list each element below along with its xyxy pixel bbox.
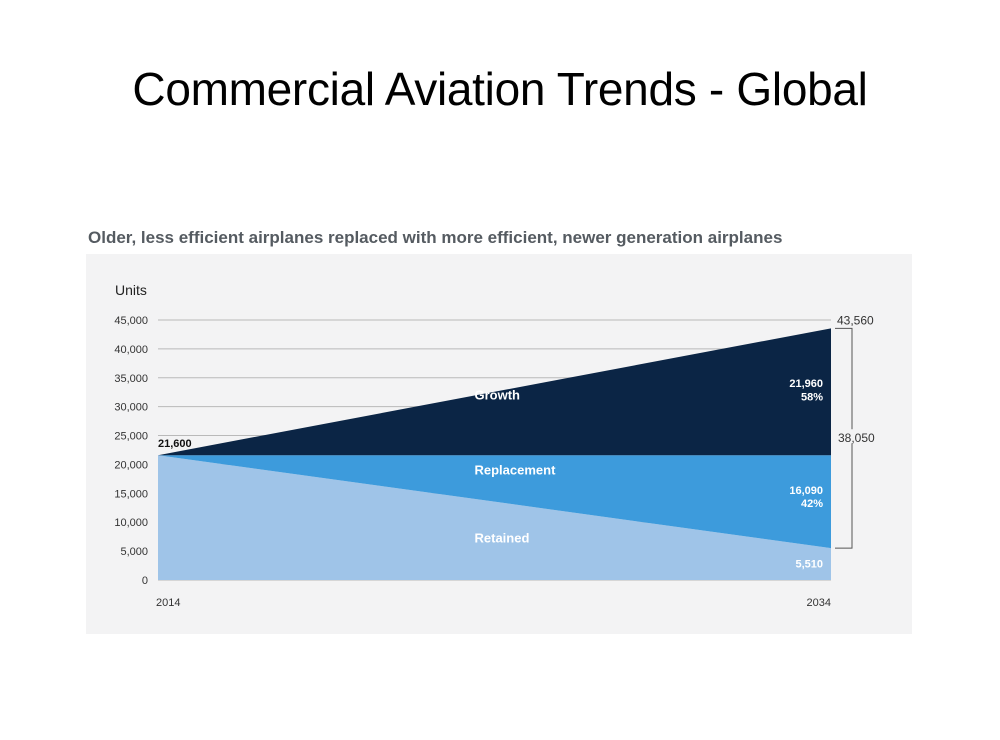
start-total-label: 21,600 xyxy=(158,438,192,450)
x-tick-label: 2034 xyxy=(807,597,831,609)
area-chart: Units 0 5,000 10,000 15,000 20,000 25,000 30,00… xyxy=(114,282,875,609)
y-tick-label: 15,000 xyxy=(114,488,148,500)
series-label-growth: Growth xyxy=(475,388,521,403)
y-axis-label: Units xyxy=(115,282,147,298)
y-tick-label: 25,000 xyxy=(114,431,148,443)
y-tick-label: 10,000 xyxy=(114,517,148,529)
y-tick-label: 20,000 xyxy=(114,459,148,471)
y-tick-label: 45,000 xyxy=(114,315,148,327)
y-tick-label: 40,000 xyxy=(114,344,148,356)
y-tick-label: 5,000 xyxy=(120,546,148,558)
y-tick-label: 35,000 xyxy=(114,373,148,385)
growth-area xyxy=(158,328,831,456)
x-tick-label: 2014 xyxy=(156,597,180,609)
replacement-area xyxy=(158,455,831,549)
retained-area xyxy=(158,455,831,580)
slide-title: Commercial Aviation Trends - Global xyxy=(132,63,868,115)
bracket-gap xyxy=(850,429,854,444)
chart-panel: Units 0 5,000 10,000 15,000 20,000 25,000 30,00… xyxy=(86,254,912,634)
series-label-replacement: Replacement xyxy=(475,462,557,477)
y-tick-label: 30,000 xyxy=(114,402,148,414)
replacement-value-label: 16,090 xyxy=(789,485,823,497)
growth-pct-label: 58% xyxy=(801,391,823,403)
growth-value-label: 21,960 xyxy=(789,378,823,390)
replacement-pct-label: 42% xyxy=(801,498,823,510)
new-deliveries-label: 38,050 xyxy=(838,431,875,445)
end-total-label: 43,560 xyxy=(837,313,874,327)
y-tick-label: 0 xyxy=(142,575,148,587)
series-label-retained: Retained xyxy=(475,530,530,545)
chart-subtitle: Older, less efficient airplanes replaced… xyxy=(88,228,783,247)
retained-value-label: 5,510 xyxy=(795,558,823,570)
